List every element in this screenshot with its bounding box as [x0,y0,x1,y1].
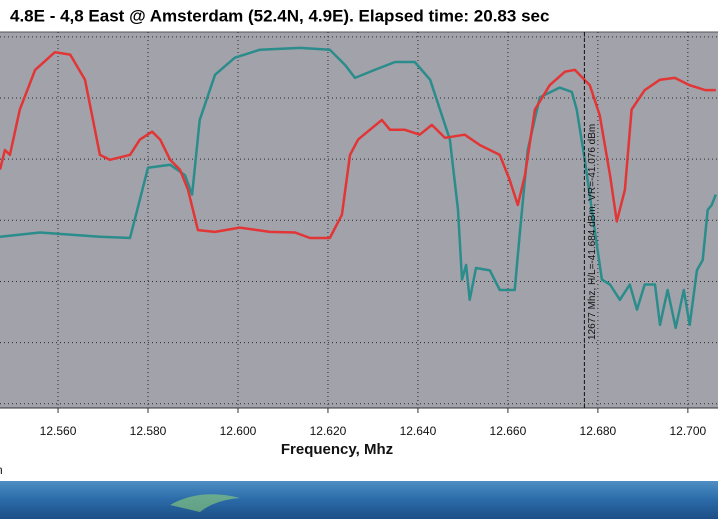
x-tick-label: 12.660 [490,424,527,438]
title-bar [0,0,718,31]
x-axis-label: Frequency, Mhz [281,441,393,458]
x-tick-label: 12.700 [670,424,707,438]
x-tick-label: 12.640 [400,424,437,438]
x-tick-label: 12.560 [40,424,77,438]
taskbar-decoration [170,494,240,512]
x-tick-label: 12.580 [130,424,167,438]
trace-line [0,46,717,330]
x-tick-label: 12.680 [580,424,617,438]
taskbar [0,481,718,519]
x-tick-label: 12.600 [220,424,257,438]
plot-area [0,32,718,408]
trace-line [0,50,716,240]
x-tick-label: 12.620 [310,424,347,438]
footer-text: n [0,463,3,477]
marker-label: 12677 Mhz, H/L=-41.684 dBm, VR=-41.076 d… [587,124,598,340]
chart-layer: 12.560 12.580 12.600 12.620 12.640 12.660 12.6… [0,32,718,438]
chart-title: 4.8E - 4,8 East @ Amsterdam (52.4N, 4.9E… [10,6,549,25]
